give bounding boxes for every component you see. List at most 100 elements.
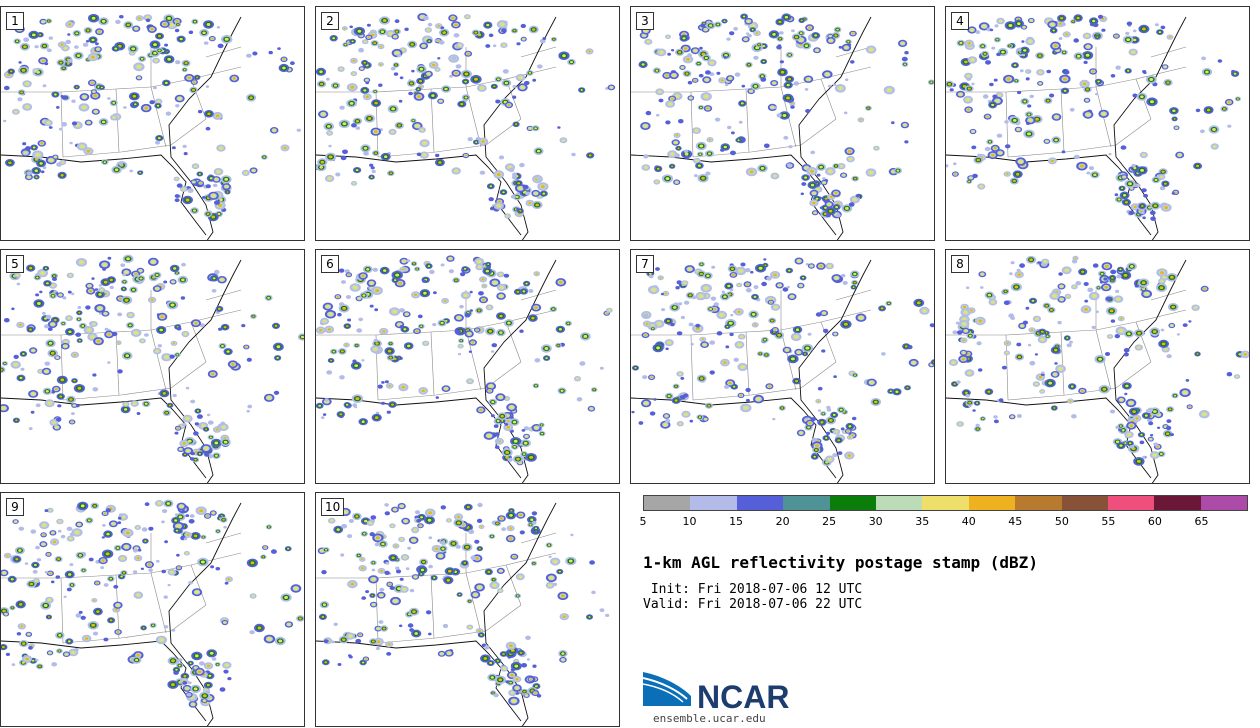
reflectivity-map	[946, 255, 1249, 483]
echo-cell	[816, 173, 821, 177]
echo-peak	[31, 392, 35, 396]
echo-peak	[49, 509, 52, 512]
echo-cell	[1004, 120, 1009, 124]
echo-peak	[644, 401, 648, 405]
echo-cell	[47, 327, 53, 331]
echo-peak	[134, 331, 138, 335]
echo-peak	[177, 427, 180, 430]
echo-cell	[175, 60, 181, 65]
echo-cell	[1136, 183, 1141, 188]
state-border	[190, 321, 207, 363]
echo-peak	[758, 43, 761, 46]
echo-peak	[1012, 179, 1016, 183]
echo-peak	[100, 288, 103, 291]
echo-peak	[1170, 275, 1174, 279]
echo-cell	[721, 290, 725, 294]
echo-cell	[790, 105, 795, 109]
echo-peak	[772, 82, 776, 85]
echo-peak	[471, 341, 475, 344]
echo-cell	[457, 352, 462, 356]
echo-cell	[180, 296, 186, 300]
echo-peak	[744, 38, 748, 41]
echo-cell	[1142, 216, 1146, 220]
echo-peak	[1119, 268, 1122, 271]
echo-peak	[751, 313, 756, 316]
echo-cell	[1142, 455, 1146, 459]
echo-cell	[393, 72, 399, 76]
echo-cell	[687, 53, 692, 57]
echo-peak	[382, 19, 387, 22]
echo-peak	[416, 268, 419, 270]
echo-peak	[198, 173, 201, 175]
echo-cell	[716, 331, 723, 336]
echo-cell	[850, 60, 855, 64]
echo-peak	[799, 284, 803, 287]
echo-peak	[656, 167, 660, 170]
echo-cell	[827, 84, 832, 88]
echo-peak	[87, 519, 91, 522]
echo-cell	[66, 526, 73, 531]
echo-cell	[747, 33, 752, 38]
echo-peak	[1004, 290, 1007, 293]
echo-cell	[340, 155, 347, 161]
echo-peak	[1126, 38, 1131, 41]
echo-peak	[678, 51, 682, 54]
echo-cell	[783, 135, 789, 140]
echo-cell	[339, 105, 345, 110]
echo-peak	[1085, 34, 1089, 38]
echo-cell	[247, 404, 253, 409]
echo-peak	[388, 384, 391, 387]
echo-peak	[834, 191, 838, 195]
echo-cell	[777, 44, 782, 47]
echo-cell	[490, 414, 495, 418]
echo-cell	[67, 33, 71, 36]
echo-cell	[1009, 272, 1013, 276]
echo-cell	[386, 410, 391, 414]
echo-peak	[764, 264, 767, 266]
echo-peak	[194, 321, 198, 325]
echo-peak	[558, 280, 563, 284]
echo-peak	[743, 406, 748, 410]
echo-peak	[34, 69, 37, 72]
echo-cell	[977, 368, 983, 372]
echo-cell	[182, 423, 187, 427]
echo-cell	[740, 262, 746, 267]
echo-cell	[772, 417, 776, 421]
echo-peak	[410, 43, 414, 46]
echo-peak	[1159, 452, 1163, 456]
echo-peak	[723, 361, 727, 364]
echo-peak	[14, 110, 18, 113]
echo-cell	[557, 126, 561, 129]
echo-peak	[158, 49, 161, 52]
echo-cell	[984, 146, 991, 152]
echo-cell	[118, 513, 124, 517]
echo-peak	[1066, 337, 1069, 339]
echo-peak	[726, 325, 729, 328]
echo-cell	[1061, 150, 1066, 154]
echo-cell	[1029, 360, 1036, 366]
echo-peak	[1131, 50, 1135, 54]
echo-cell	[1185, 379, 1190, 382]
echo-peak	[366, 268, 370, 271]
echo-peak	[797, 259, 801, 263]
echo-peak	[665, 415, 668, 417]
echo-cell	[901, 56, 908, 62]
echo-cell	[1128, 210, 1135, 215]
echo-peak	[522, 453, 526, 456]
echo-peak	[31, 33, 36, 37]
echo-peak	[998, 151, 1002, 155]
echo-peak	[1137, 331, 1141, 335]
state-border	[377, 361, 522, 401]
echo-cell	[1176, 333, 1180, 336]
echo-cell	[1069, 107, 1075, 112]
echo-cell	[952, 330, 958, 335]
echo-cell	[188, 30, 194, 35]
echo-peak	[655, 181, 658, 183]
echo-peak	[1205, 70, 1209, 74]
echo-peak	[194, 165, 197, 168]
echo-peak	[117, 341, 120, 344]
echo-cell	[705, 70, 711, 75]
echo-cell	[494, 432, 500, 437]
echo-peak	[1115, 35, 1118, 38]
echo-peak	[1084, 308, 1088, 311]
